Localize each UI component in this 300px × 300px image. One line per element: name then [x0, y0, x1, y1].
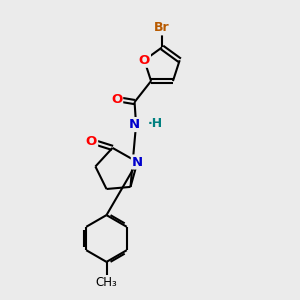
Text: Br: Br — [154, 21, 170, 34]
Text: N: N — [132, 155, 143, 169]
Text: CH₃: CH₃ — [96, 276, 117, 289]
Text: N: N — [129, 118, 140, 131]
Text: O: O — [86, 135, 97, 148]
Text: O: O — [139, 54, 150, 67]
Text: O: O — [111, 92, 122, 106]
Text: ·H: ·H — [148, 116, 163, 130]
